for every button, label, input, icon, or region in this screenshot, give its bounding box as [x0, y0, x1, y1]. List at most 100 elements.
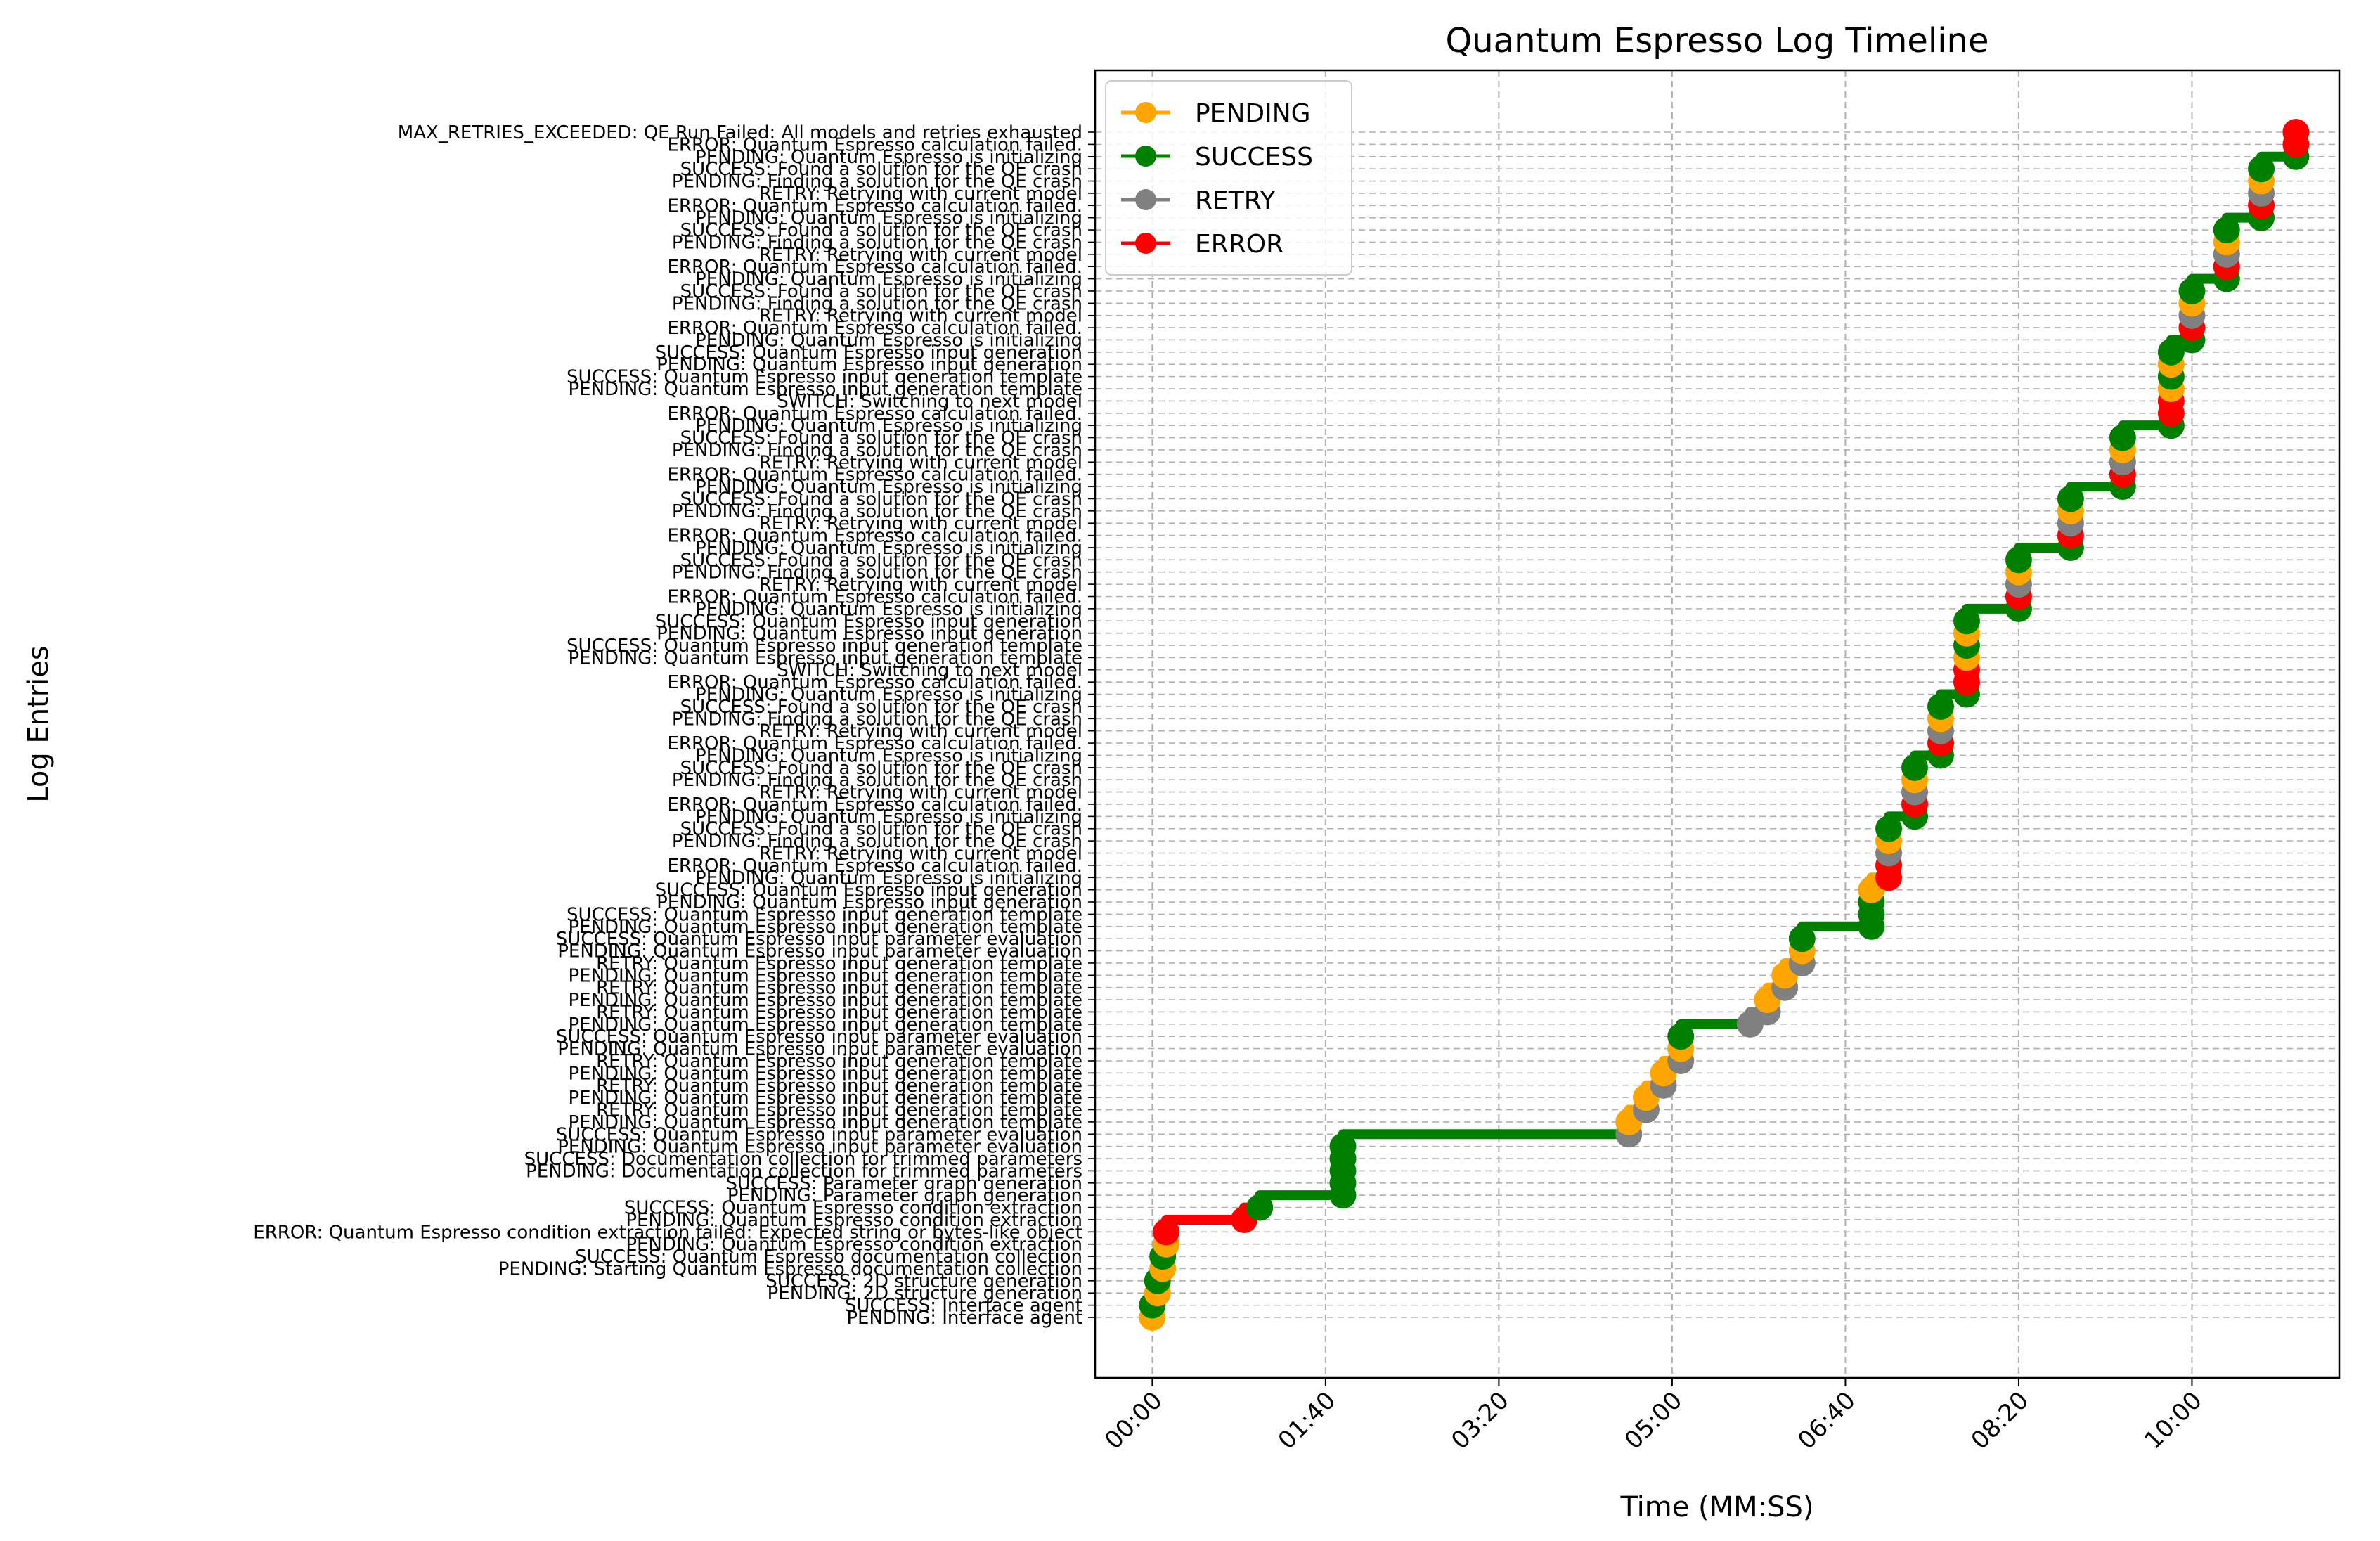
y-tick-label: ERROR: Quantum Espresso calculation fail…: [667, 465, 1082, 486]
y-tick-label: PENDING: Quantum Espresso is initializin…: [695, 208, 1082, 229]
y-tick-label: SUCCESS: Quantum Espresso input generati…: [567, 367, 1082, 388]
legend-swatch-marker: [1135, 189, 1156, 210]
y-tick-label: PENDING: Quantum Espresso input generati…: [568, 1112, 1082, 1133]
legend-items: PENDING SUCCESS RETRY ERROR: [1121, 99, 1313, 259]
y-tick-label: PENDING: Parameter graph generation: [727, 1185, 1082, 1206]
y-tick-label: SUCCESS: Interface agent: [845, 1296, 1082, 1317]
y-tick-label: PENDING: Quantum Espresso is initializin…: [695, 147, 1082, 168]
y-tick-label: PENDING: Finding a solution for the QE c…: [672, 562, 1082, 583]
y-tick-label: PENDING: Quantum Espresso is initializin…: [695, 868, 1082, 889]
y-tick-label: SUCCESS: Documentation collection for tr…: [524, 1149, 1082, 1170]
y-tick-label: PENDING: Quantum Espresso is initializin…: [695, 806, 1082, 827]
data-point-success: [2178, 277, 2206, 304]
y-tick-label: SUCCESS: Quantum Espresso input generati…: [655, 611, 1082, 632]
y-tick-label: PENDING: Quantum Espresso input generati…: [568, 917, 1082, 938]
y-tick-label: SUCCESS: Found a solution for the QE cra…: [680, 550, 1082, 571]
grid: [1095, 70, 2339, 1378]
y-tick-label: PENDING: Quantum Espresso input generati…: [657, 354, 1082, 375]
y-tick-label: ERROR: Quantum Espresso calculation fail…: [667, 586, 1082, 607]
y-tick-label: RETRY: Retrying with current model: [759, 844, 1082, 865]
y-tick-label: RETRY: Quantum Espresso input generation…: [596, 1002, 1082, 1023]
chart-title: Quantum Espresso Log Timeline: [1445, 21, 1988, 60]
y-tick-label: PENDING: Documentation collection for tr…: [526, 1161, 1082, 1182]
y-tick-label: ERROR: Quantum Espresso calculation fail…: [667, 794, 1082, 815]
y-tick-label: SUCCESS: Found a solution for the QE cra…: [680, 697, 1082, 718]
y-tick-label: PENDING: Quantum Espresso input paramete…: [557, 1137, 1082, 1158]
legend-swatch-marker: [1135, 233, 1156, 254]
y-tick-label: PENDING: Quantum Espresso is initializin…: [695, 269, 1082, 290]
y-tick-label: RETRY: Retrying with current model: [759, 574, 1082, 595]
y-axis-label: Log Entries: [22, 645, 55, 802]
y-tick-label: SUCCESS: Quantum Espresso documentation …: [575, 1246, 1082, 1268]
y-tick-label: PENDING: Finding a solution for the QE c…: [672, 831, 1082, 852]
data-point-success: [1953, 607, 1980, 635]
y-tick-label: PENDING: Quantum Espresso input generati…: [568, 1063, 1082, 1084]
y-tick-label: PENDING: Quantum Espresso is initializin…: [695, 330, 1082, 351]
y-tick-label: SWITCH: Switching to next model: [777, 391, 1082, 412]
y-tick-label: PENDING: Quantum Espresso input generati…: [568, 647, 1082, 669]
data-point-success: [2057, 485, 2084, 512]
y-tick-label: SUCCESS: Found a solution for the QE cra…: [680, 819, 1082, 840]
data-point-success: [2109, 424, 2136, 451]
data-points: [1139, 119, 2310, 1331]
y-tick-label: ERROR: Quantum Espresso calculation fail…: [667, 733, 1082, 754]
y-tick-label: PENDING: Finding a solution for the QE c…: [672, 172, 1082, 193]
y-tick-label: ERROR: Quantum Espresso calculation fail…: [667, 195, 1082, 217]
y-tick-label: PENDING: 2D structure generation: [768, 1283, 1082, 1304]
legend-label: RETRY: [1195, 186, 1276, 215]
y-tick-label: SUCCESS: Quantum Espresso input paramete…: [556, 1026, 1082, 1047]
y-tick-label: SUCCESS: Found a solution for the QE cra…: [680, 220, 1082, 241]
y-tick-label: ERROR: Quantum Espresso calculation fail…: [667, 526, 1082, 547]
y-tick-label: PENDING: Interface agent: [846, 1308, 1082, 1329]
x-axis-label: Time (MM:SS): [1619, 1491, 1813, 1523]
legend-box: [1105, 80, 1352, 276]
y-tick-label: SUCCESS: Quantum Espresso input paramete…: [556, 1124, 1082, 1145]
y-tick-label: RETRY: Retrying with current model: [759, 245, 1082, 266]
y-tick-label: SUCCESS: Quantum Espresso input paramete…: [556, 929, 1082, 950]
y-tick-label: SUCCESS: Quantum Espresso input generati…: [655, 880, 1082, 901]
y-tick-label: ERROR: Quantum Espresso calculation fail…: [667, 318, 1082, 339]
y-tick-label: SWITCH: Switching to next model: [777, 660, 1082, 681]
y-tick-label: ERROR: Quantum Espresso calculation fail…: [667, 257, 1082, 278]
data-point-success: [1875, 815, 1903, 842]
y-tick-label: ERROR: Quantum Espresso calculation fail…: [667, 856, 1082, 877]
y-tick-label: PENDING: Starting Quantum Espresso docum…: [498, 1258, 1082, 1279]
data-point-error: [1153, 1218, 1180, 1246]
y-tick-label: PENDING: Quantum Espresso input generati…: [568, 379, 1082, 400]
data-point-success: [1246, 1194, 1274, 1221]
legend-swatch-marker: [1135, 146, 1156, 167]
plot-frame: [1094, 69, 2341, 1379]
y-tick-label: RETRY: Retrying with current model: [759, 513, 1082, 534]
y-tick-label: PENDING: Finding a solution for the QE c…: [672, 501, 1082, 522]
data-point-success: [2248, 155, 2275, 183]
legend: PENDING SUCCESS RETRY ERROR: [1105, 80, 1352, 276]
y-tick-label: PENDING: Quantum Espresso input generati…: [568, 1014, 1082, 1036]
y-tick-label: PENDING: Quantum Espresso is initializin…: [695, 477, 1082, 498]
y-tick-label: RETRY: Quantum Espresso input generation…: [596, 953, 1082, 974]
y-tick-label: MAX_RETRIES_EXCEEDED: QE Run Failed: All…: [398, 122, 1082, 143]
y-tick-label: PENDING: Quantum Espresso condition extr…: [626, 1210, 1082, 1231]
y-tick-label: SUCCESS: Found a solution for the QE cra…: [680, 428, 1082, 449]
y-tick-label: RETRY: Retrying with current model: [759, 306, 1082, 327]
data-point-success: [1927, 692, 1955, 720]
y-tick-label: RETRY: Retrying with current model: [759, 452, 1082, 473]
y-tick-label: SUCCESS: Found a solution for the QE cra…: [680, 281, 1082, 302]
y-tick-label: PENDING: Quantum Espresso is initializin…: [695, 745, 1082, 766]
data-point-success: [1329, 1133, 1357, 1160]
y-tick-label: SUCCESS: Quantum Espresso condition extr…: [624, 1198, 1082, 1219]
y-tick-label: RETRY: Retrying with current model: [759, 782, 1082, 804]
y-tick-label: SUCCESS: Parameter graph generation: [725, 1173, 1082, 1194]
y-tick-label: ERROR: Quantum Espresso calculation fail…: [667, 672, 1082, 693]
y-tick-label: RETRY: Quantum Espresso input generation…: [596, 1100, 1082, 1121]
y-tick-label: PENDING: Finding a solution for the QE c…: [672, 440, 1082, 461]
y-tick-label: ERROR: Quantum Espresso calculation fail…: [667, 404, 1082, 425]
data-point-success: [1788, 925, 1816, 953]
data-point-error: [2282, 119, 2310, 146]
y-tick-label: SUCCESS: Found a solution for the QE cra…: [680, 758, 1082, 779]
y-tick-label: RETRY: Quantum Espresso input generation…: [596, 978, 1082, 999]
y-tick-label: PENDING: Quantum Espresso is initializin…: [695, 685, 1082, 706]
data-point-success: [2213, 217, 2240, 244]
y-tick-label: SUCCESS: 2D structure generation: [765, 1271, 1082, 1292]
